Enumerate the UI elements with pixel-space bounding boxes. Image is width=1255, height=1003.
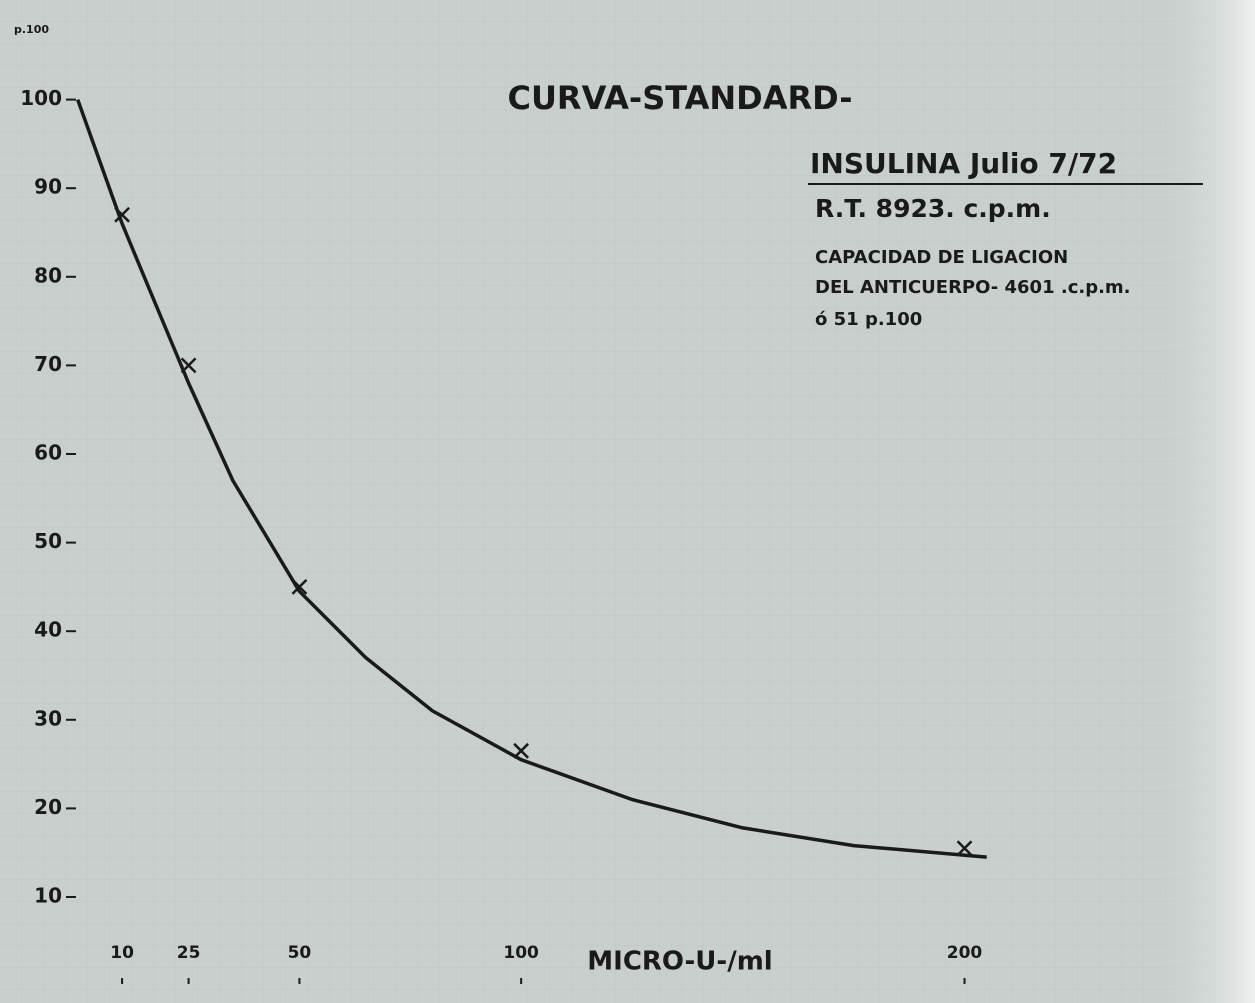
x-tick-label: 10 [110,943,134,963]
x-tick-label: 50 [288,943,312,963]
y-tick-label: 10 [34,884,62,908]
chart: CURVA-STANDARD- p.100 MICRO-U-/ml INSULI… [0,0,1255,1003]
y-tick-label: 50 [34,529,62,553]
y-tick-label: 20 [34,795,62,819]
y-tick-label: 40 [34,618,62,642]
annotation: INSULINA Julio 7/72 [810,147,1117,180]
y-tick-label: 30 [34,706,62,730]
y-tick-label: 90 [34,175,62,199]
annotation: R.T. 8923. c.p.m. [815,194,1051,223]
x-tick-label: 200 [947,943,983,963]
y-axis-label: p.100 [14,23,49,36]
y-tick-label: 70 [34,352,62,376]
annotation: CAPACIDAD DE LIGACION [815,247,1068,268]
paper-edge [1150,0,1255,1003]
x-axis-label: MICRO-U-/ml [587,947,772,977]
y-tick-label: 60 [34,441,62,465]
x-tick-label: 100 [503,943,539,963]
x-tick-label: 25 [177,943,201,963]
y-tick-label: 80 [34,263,62,287]
chart-title: CURVA-STANDARD- [507,79,852,117]
y-tick-label: 100 [20,86,62,110]
annotation: DEL ANTICUERPO- 4601 .c.p.m. [815,277,1131,298]
annotation: ó 51 p.100 [815,309,922,330]
